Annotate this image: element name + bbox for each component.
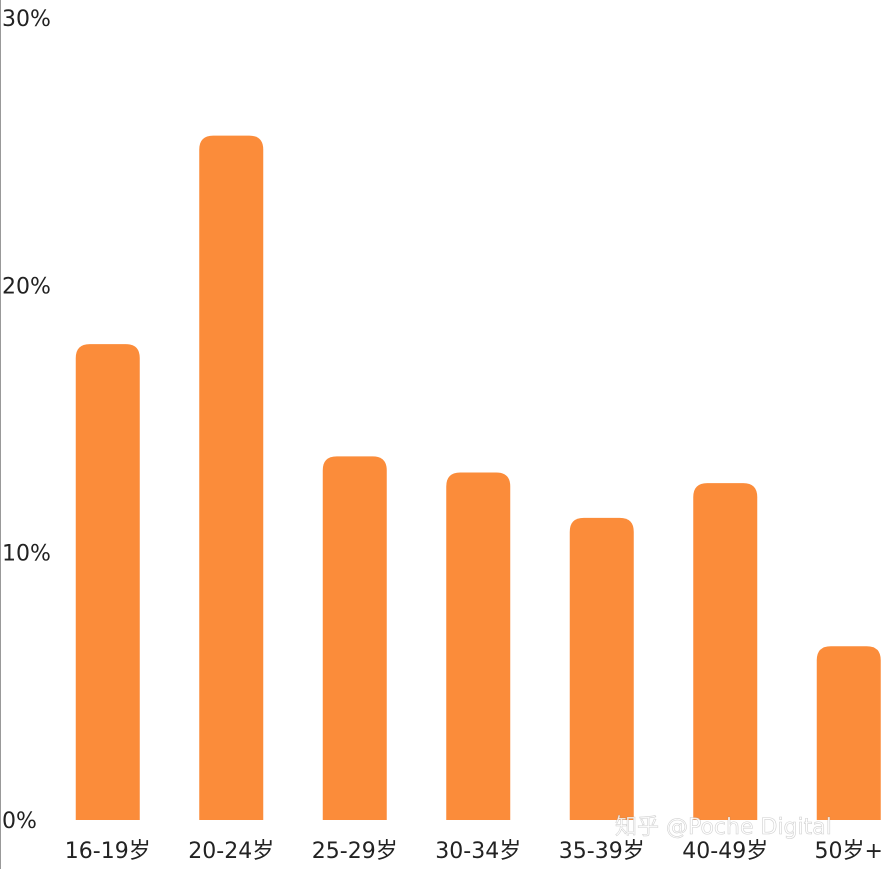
- bar: [199, 135, 264, 821]
- x-tick-label: 40-49岁: [682, 839, 768, 864]
- y-tick-label: 30%: [2, 7, 51, 32]
- bar: [693, 483, 758, 820]
- bar: [569, 517, 634, 820]
- x-tick-label: 25-29岁: [312, 839, 398, 864]
- x-tick-label: 50岁+: [815, 839, 883, 864]
- y-tick-label: 0%: [2, 809, 37, 834]
- x-tick-label: 20-24岁: [188, 839, 274, 864]
- x-tick-label: 35-39岁: [559, 839, 645, 864]
- bar: [446, 472, 511, 820]
- watermark: 知乎 @Poche Digital: [615, 815, 832, 840]
- y-tick-label: 10%: [2, 542, 51, 567]
- bar: [816, 646, 881, 820]
- y-tick-label: 20%: [2, 274, 51, 299]
- x-tick-label: 16-19岁: [65, 839, 151, 864]
- x-tick-label: 30-34岁: [435, 839, 521, 864]
- bar: [75, 344, 140, 820]
- bar: [322, 456, 387, 820]
